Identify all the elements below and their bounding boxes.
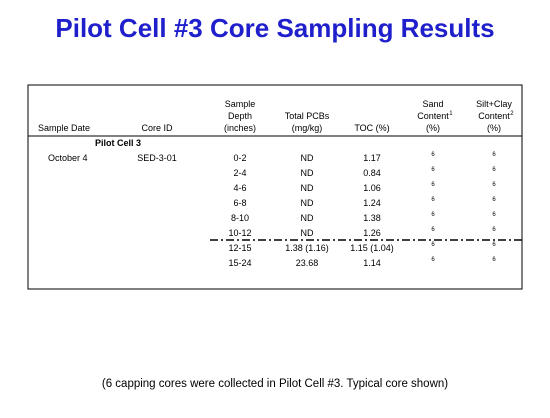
sand-silt-value: 6 — [492, 152, 496, 158]
column-header: Sand — [422, 99, 443, 109]
sand-silt-value: 6 — [492, 167, 496, 173]
core-id: SED-3-01 — [137, 153, 177, 163]
sand-silt-value: 6 — [492, 197, 496, 203]
cell: 6-8 — [233, 198, 246, 208]
cell: 8-10 — [231, 213, 249, 223]
sand-silt-value: 6 — [431, 182, 435, 188]
cell: 10-12 — [228, 228, 251, 238]
sand-silt-value: 6 — [492, 257, 496, 263]
cell: 1.24 — [363, 198, 381, 208]
column-header: (%) — [487, 123, 501, 133]
table-frame — [27, 84, 523, 290]
column-header: Silt+Clay — [476, 99, 512, 109]
cell: ND — [301, 228, 314, 238]
cell: 1.06 — [363, 183, 381, 193]
sand-silt-value: 6 — [492, 227, 496, 233]
cell: ND — [301, 168, 314, 178]
caption: (6 capping cores were collected in Pilot… — [102, 378, 448, 390]
cell: 15-24 — [228, 258, 251, 268]
cell: ND — [301, 183, 314, 193]
cell: 2-4 — [233, 168, 246, 178]
cell: 23.68 — [296, 258, 319, 268]
cell: 1.14 — [363, 258, 381, 268]
column-header: (inches) — [224, 123, 256, 133]
sand-silt-value: 6 — [431, 257, 435, 263]
sand-silt-value: 6 — [431, 152, 435, 158]
sand-silt-value: 6 — [431, 212, 435, 218]
footnote-mark: 2 — [510, 111, 514, 117]
sample-date: October 4 — [48, 153, 88, 163]
cell: 1.38 — [363, 213, 381, 223]
cell: 12-15 — [228, 243, 251, 253]
column-header: (%) — [426, 123, 440, 133]
sand-silt-value: 6 — [492, 242, 496, 248]
cell: 0.84 — [363, 168, 381, 178]
cell: ND — [301, 198, 314, 208]
sand-silt-value: 6 — [431, 167, 435, 173]
cell: 1.38 (1.16) — [285, 243, 329, 253]
column-header: Content — [478, 111, 510, 121]
column-header: Sample — [225, 99, 256, 109]
cell: 0-2 — [233, 153, 246, 163]
sand-silt-value: 6 — [492, 182, 496, 188]
group-label: Pilot Cell 3 — [95, 138, 141, 148]
sand-silt-value: 6 — [431, 197, 435, 203]
column-header: Total PCBs — [285, 111, 330, 121]
footnote-mark: 1 — [449, 111, 453, 117]
sand-silt-value: 6 — [431, 242, 435, 248]
sand-silt-value: 6 — [492, 212, 496, 218]
column-header: TOC (%) — [354, 123, 389, 133]
column-header: Sample Date — [38, 123, 90, 133]
cell: ND — [301, 153, 314, 163]
column-header: Core ID — [141, 123, 173, 133]
cell: 1.26 — [363, 228, 381, 238]
sand-silt-value: 6 — [431, 227, 435, 233]
cell: ND — [301, 213, 314, 223]
title: Pilot Cell #3 Core Sampling Results — [55, 13, 494, 43]
cell: 4-6 — [233, 183, 246, 193]
column-header: Content — [417, 111, 449, 121]
cell: 1.17 — [363, 153, 381, 163]
column-header: (mg/kg) — [292, 123, 323, 133]
cell: 1.15 (1.04) — [350, 243, 394, 253]
column-header: Depth — [228, 111, 252, 121]
